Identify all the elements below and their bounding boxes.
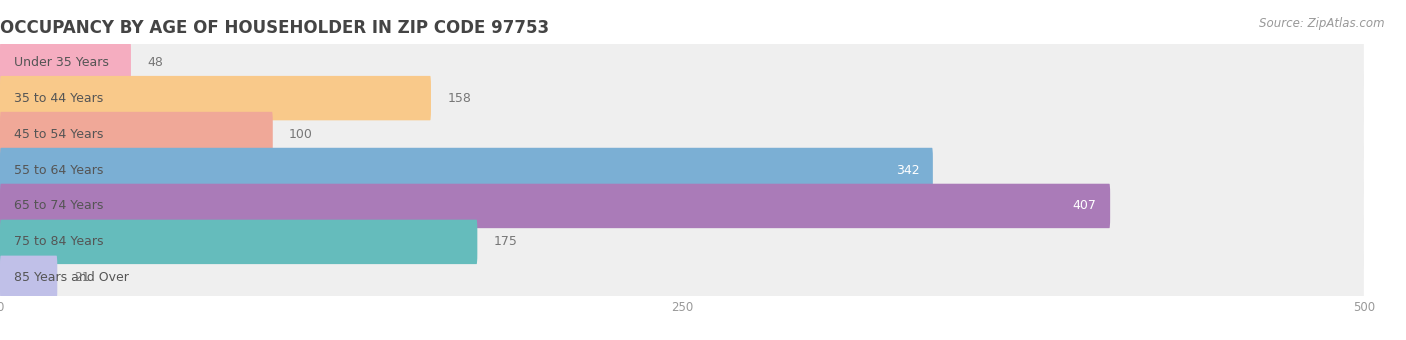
FancyBboxPatch shape (0, 148, 932, 192)
Text: OCCUPANCY BY AGE OF HOUSEHOLDER IN ZIP CODE 97753: OCCUPANCY BY AGE OF HOUSEHOLDER IN ZIP C… (0, 19, 550, 37)
Text: 175: 175 (494, 235, 517, 249)
Text: 407: 407 (1073, 200, 1097, 212)
FancyBboxPatch shape (0, 179, 1364, 233)
FancyBboxPatch shape (0, 107, 1364, 161)
FancyBboxPatch shape (0, 112, 273, 156)
Text: 342: 342 (896, 164, 920, 176)
FancyBboxPatch shape (0, 251, 1364, 305)
FancyBboxPatch shape (0, 35, 1364, 89)
FancyBboxPatch shape (0, 215, 1364, 269)
Text: 65 to 74 Years: 65 to 74 Years (14, 200, 103, 212)
FancyBboxPatch shape (0, 71, 1364, 125)
Text: 100: 100 (290, 128, 314, 140)
FancyBboxPatch shape (0, 76, 432, 120)
Text: Under 35 Years: Under 35 Years (14, 56, 108, 69)
Text: 21: 21 (73, 271, 90, 284)
Text: 48: 48 (148, 56, 163, 69)
Text: 45 to 54 Years: 45 to 54 Years (14, 128, 103, 140)
FancyBboxPatch shape (0, 143, 1364, 197)
Text: 55 to 64 Years: 55 to 64 Years (14, 164, 103, 176)
Text: 75 to 84 Years: 75 to 84 Years (14, 235, 103, 249)
Text: 35 to 44 Years: 35 to 44 Years (14, 91, 103, 105)
Text: 158: 158 (447, 91, 471, 105)
FancyBboxPatch shape (0, 40, 131, 84)
Text: Source: ZipAtlas.com: Source: ZipAtlas.com (1260, 17, 1385, 30)
FancyBboxPatch shape (0, 256, 58, 300)
Text: 85 Years and Over: 85 Years and Over (14, 271, 128, 284)
FancyBboxPatch shape (0, 184, 1111, 228)
FancyBboxPatch shape (0, 220, 478, 264)
